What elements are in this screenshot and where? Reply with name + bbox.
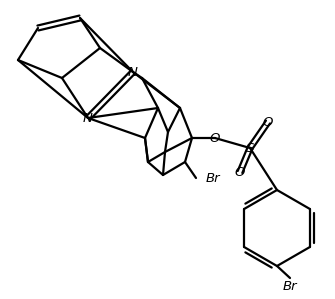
Text: O: O [263, 115, 273, 129]
Text: N: N [128, 65, 138, 79]
Text: O: O [235, 166, 245, 179]
Text: Br: Br [283, 280, 297, 292]
Text: S: S [246, 141, 254, 155]
Text: Br: Br [206, 172, 221, 184]
Text: O: O [210, 132, 220, 144]
Text: N: N [83, 112, 93, 124]
